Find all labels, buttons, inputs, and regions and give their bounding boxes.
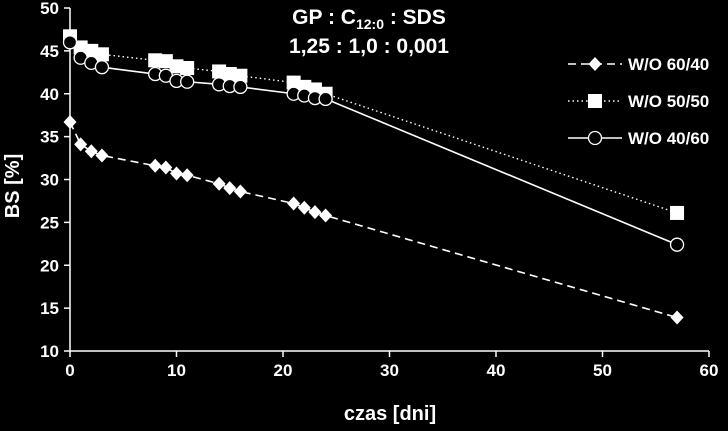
data-point xyxy=(233,79,248,95)
data-point xyxy=(319,208,333,223)
y-tick-label: 20 xyxy=(40,256,59,275)
y-tick-label: 15 xyxy=(40,299,59,318)
data-point xyxy=(180,168,194,183)
data-point xyxy=(73,40,88,55)
data-point xyxy=(62,35,78,50)
x-tick-label: 50 xyxy=(593,361,612,380)
data-point xyxy=(233,184,247,199)
data-point xyxy=(158,54,173,69)
data-point xyxy=(286,75,301,90)
x-axis-title: czas [dni] xyxy=(344,403,436,425)
x-tick-label: 40 xyxy=(487,361,506,380)
y-axis-title: BS [%] xyxy=(2,154,24,218)
data-point xyxy=(212,64,227,79)
data-point xyxy=(287,196,301,211)
x-tick-label: 30 xyxy=(380,361,399,380)
data-point xyxy=(308,205,322,220)
chart-title-line1: GP : C12:0 : SDS xyxy=(292,6,446,32)
y-tick-label: 40 xyxy=(40,85,59,104)
data-point xyxy=(669,237,685,252)
data-point xyxy=(212,176,226,191)
y-tick-label: 50 xyxy=(40,0,59,18)
x-tick-label: 20 xyxy=(274,361,293,380)
legend-item: W/O 40/60 xyxy=(568,129,709,148)
data-point xyxy=(159,160,173,175)
legend-item: W/O 60/40 xyxy=(568,55,709,74)
data-point xyxy=(94,47,109,62)
data-point xyxy=(297,200,311,215)
data-point xyxy=(170,166,183,181)
y-tick-label: 25 xyxy=(40,213,59,232)
chart-title-line2: 1,25 : 1,0 : 0,001 xyxy=(289,35,449,58)
data-point xyxy=(233,68,248,83)
data-point xyxy=(179,74,195,89)
series-circle xyxy=(62,35,685,252)
data-point xyxy=(670,310,684,325)
legend: W/O 60/40 W/O 50/50 W/O 40/60 xyxy=(568,55,709,148)
series-line xyxy=(69,121,678,319)
data-point xyxy=(318,91,333,107)
legend-label: W/O 50/50 xyxy=(628,92,709,111)
data-point xyxy=(670,205,685,220)
legend-item: W/O 50/50 xyxy=(568,92,709,111)
series-layer xyxy=(62,29,685,325)
data-point xyxy=(63,115,77,130)
y-tick-label: 45 xyxy=(40,42,59,61)
x-tick-label: 10 xyxy=(167,361,186,380)
data-point xyxy=(222,67,237,82)
data-point xyxy=(84,144,98,159)
legend-label: W/O 40/60 xyxy=(628,129,709,148)
x-tick-label: 0 xyxy=(65,361,74,380)
legend-marker xyxy=(587,130,603,146)
legend-marker xyxy=(588,57,602,71)
series-square xyxy=(63,29,685,220)
data-point xyxy=(223,181,237,196)
data-point xyxy=(148,158,162,173)
y-tick-label: 10 xyxy=(40,342,59,361)
x-tick-label: 60 xyxy=(700,361,719,380)
data-point xyxy=(148,53,163,68)
axes: 10 15 20 25 30 35 40 45 50 0 10 20 30 40 50 60 xyxy=(40,0,718,380)
legend-marker xyxy=(588,94,602,108)
data-point xyxy=(74,137,88,152)
series-diamond xyxy=(63,115,684,325)
data-point xyxy=(169,59,184,74)
data-point xyxy=(84,43,99,58)
y-tick-label: 30 xyxy=(40,171,59,190)
legend-label: W/O 60/40 xyxy=(628,55,709,74)
data-point xyxy=(94,60,110,75)
data-point xyxy=(180,61,195,76)
data-point xyxy=(95,148,109,163)
y-tick-label: 35 xyxy=(40,128,59,147)
